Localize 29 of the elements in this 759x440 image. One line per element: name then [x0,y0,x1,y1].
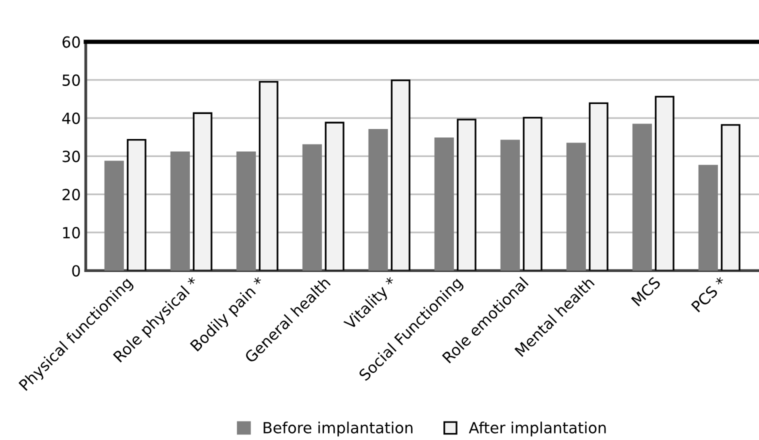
bar [170,152,190,271]
bar [192,112,212,271]
bar [434,137,454,271]
bar [302,144,322,271]
bar [456,118,476,271]
bar [258,81,278,271]
bar [632,124,652,271]
bar [522,116,542,271]
y-tick-label: 40 [62,112,80,124]
legend-label: After implantation [468,422,606,436]
y-tick-label: 10 [63,226,80,238]
bar [104,160,124,271]
y-tick-label: 60 [62,36,80,48]
bar [236,152,256,271]
y-tick-label: 0 [72,265,80,277]
bar [500,140,520,271]
y-tick-label: 30 [62,150,80,162]
bar [720,124,740,271]
bar [654,96,674,271]
bar [368,129,388,271]
bar [324,122,344,271]
bar [566,142,586,271]
legend-label: Before implantation [264,422,412,436]
bar [390,79,410,271]
y-tick-label: 20 [62,188,80,200]
bar [588,102,608,271]
bar [126,138,146,271]
y-tick-label: 50 [62,74,80,86]
bar [698,164,718,271]
